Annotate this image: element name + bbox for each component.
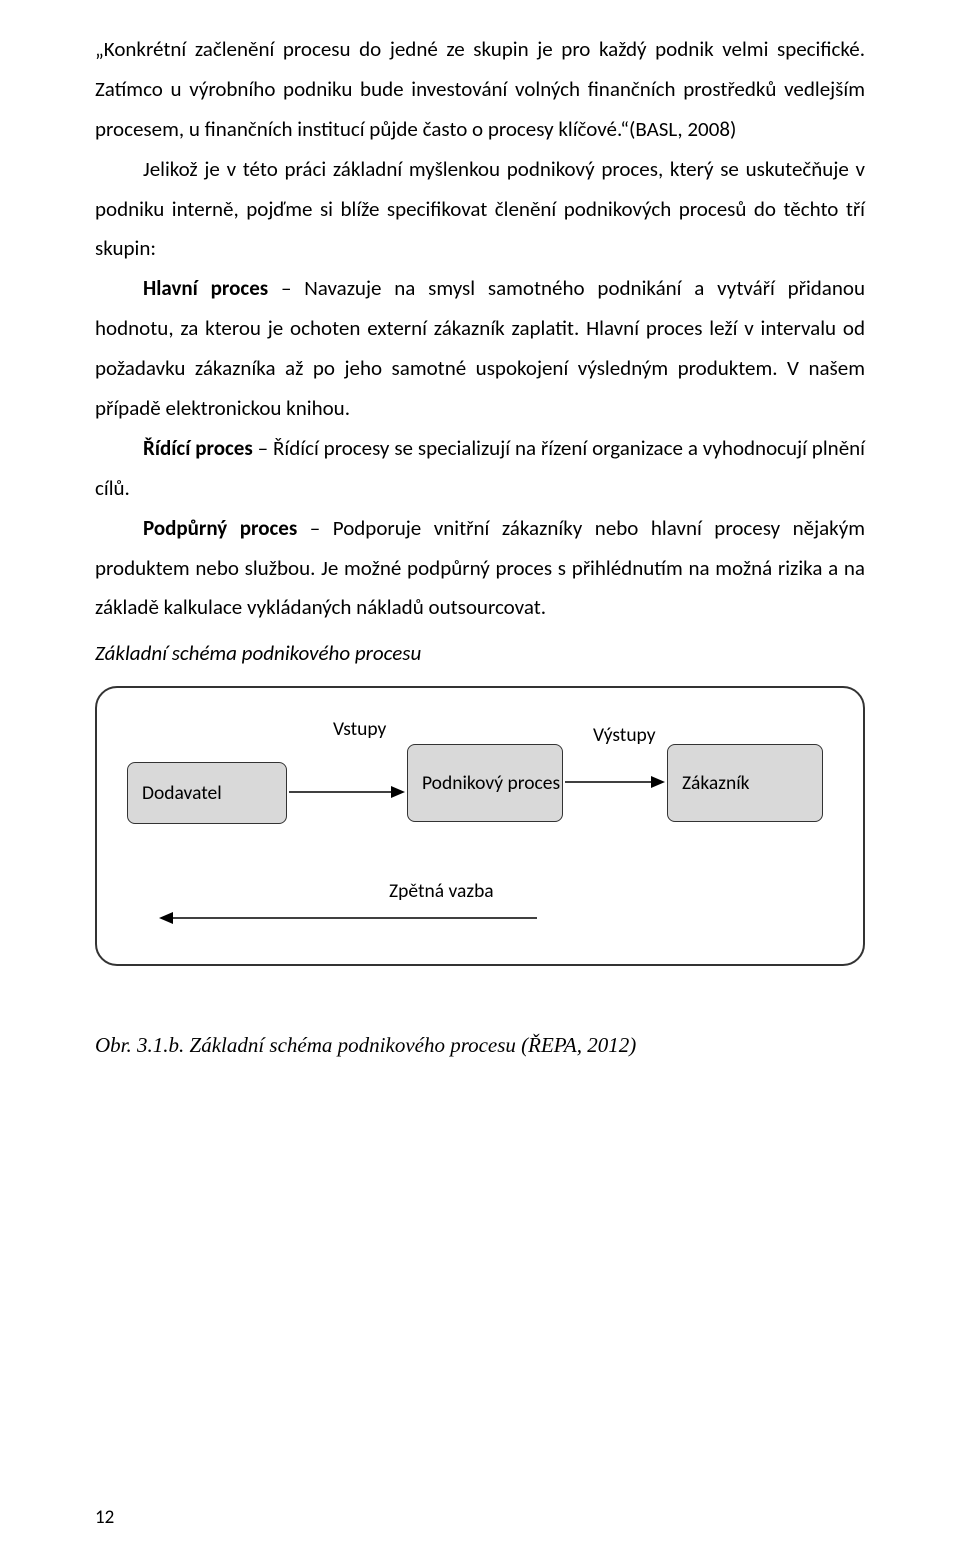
node-customer: Zákazník: [667, 744, 823, 822]
page-number: 12: [95, 1500, 114, 1536]
node-process: Podnikový proces: [407, 744, 563, 822]
arrow-feedback-icon: [159, 910, 539, 942]
paragraph-2: Jelikož je v této práci základní myšlenk…: [95, 150, 865, 270]
lead-podpurny: Podpůrný proces: [143, 515, 297, 541]
figure-caption: Obr. 3.1.b. Základní schéma podnikového …: [95, 1026, 865, 1066]
process-diagram: Dodavatel Podnikový proces Zákazník Vstu…: [95, 686, 865, 966]
label-outputs: Výstupy: [593, 724, 656, 747]
paragraph-ridici: Řídící proces – Řídící procesy se specia…: [95, 429, 865, 509]
paragraph-podpurny: Podpůrný proces – Podporuje vnitřní záka…: [95, 509, 865, 629]
schema-title: Základní schéma podnikového procesu: [95, 634, 865, 674]
lead-hlavni: Hlavní proces: [143, 275, 268, 301]
lead-ridici: Řídící proces: [143, 435, 253, 461]
paragraph-1: „Konkrétní začlenění procesu do jedné ze…: [95, 30, 865, 150]
label-inputs: Vstupy: [333, 718, 386, 741]
paragraph-hlavni: Hlavní proces – Navazuje na smysl samotn…: [95, 269, 865, 429]
label-feedback: Zpětná vazba: [389, 880, 494, 903]
node-supplier: Dodavatel: [127, 762, 287, 824]
arrow-outputs-icon: [565, 774, 667, 806]
arrow-inputs-icon: [289, 784, 407, 816]
